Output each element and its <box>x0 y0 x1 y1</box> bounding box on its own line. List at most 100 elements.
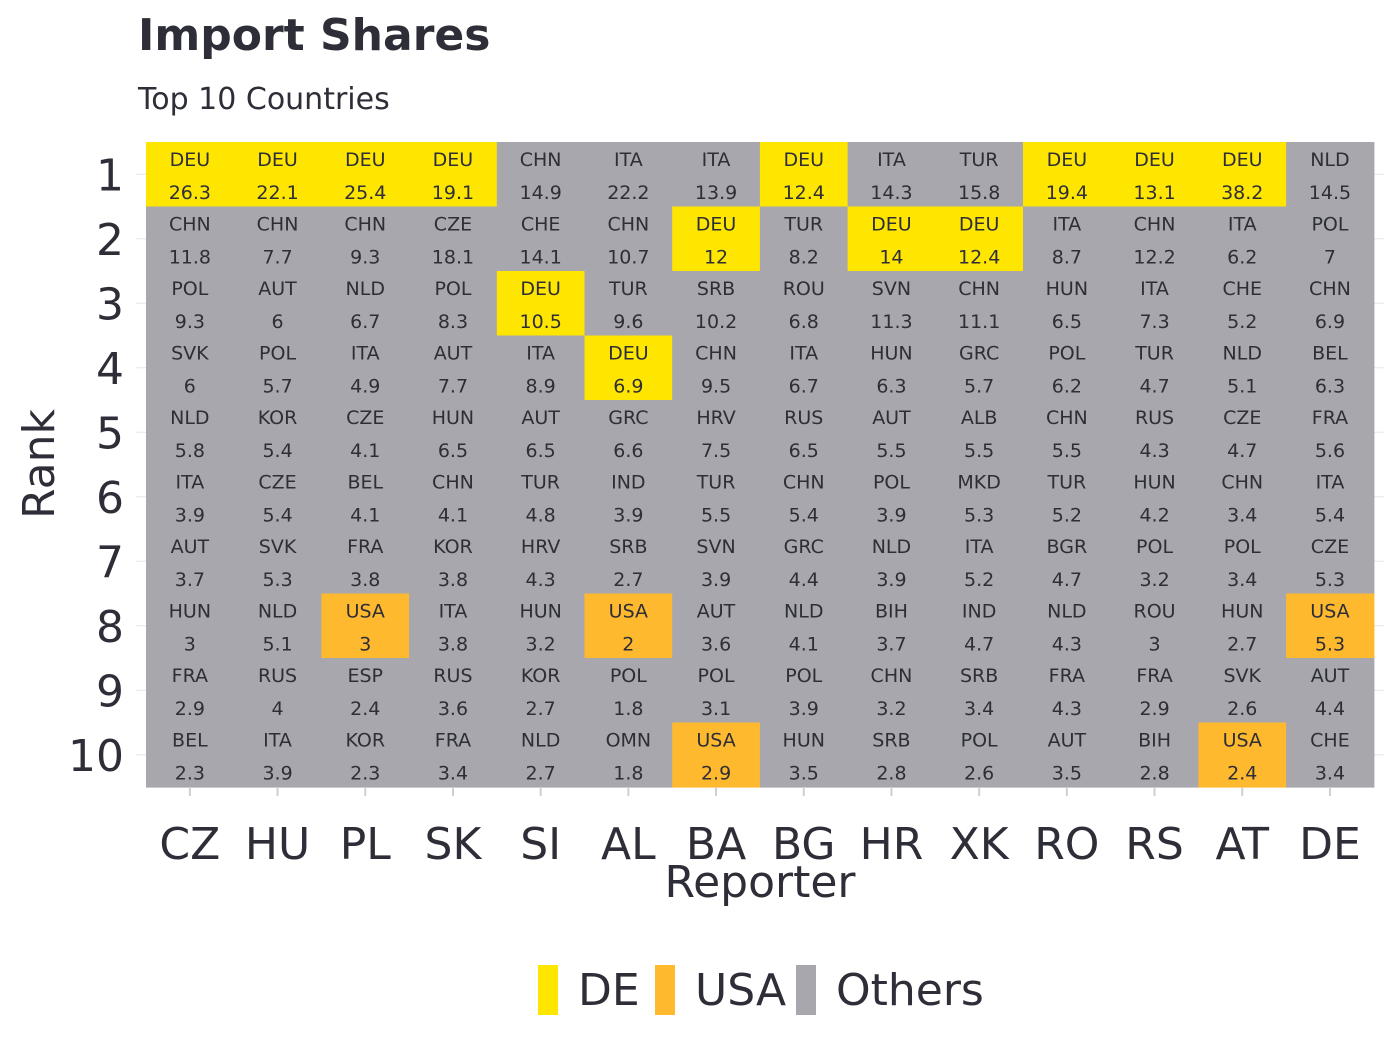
heatmap-cell <box>146 400 235 466</box>
heatmap-cell <box>935 658 1024 724</box>
cell-value-label: 3.8 <box>438 569 468 591</box>
cell-value-label: 10.7 <box>607 247 649 269</box>
cell-value-label: 3 <box>1149 634 1161 656</box>
cell-partner-label: SVK <box>171 343 209 365</box>
cell-value-label: 5.2 <box>1052 505 1082 527</box>
cell-value-label: 14.9 <box>519 182 561 204</box>
heatmap-cell <box>1110 206 1199 272</box>
cell-partner-label: HUN <box>1221 601 1263 623</box>
heatmap-cell <box>1198 400 1287 466</box>
x-tick-label: AT <box>1215 819 1269 870</box>
heatmap-cell <box>759 529 849 595</box>
heatmap-cell <box>321 335 410 401</box>
cell-partner-label: POL <box>785 665 822 687</box>
heatmap-cell <box>409 206 498 272</box>
x-tick-label: BA <box>686 819 746 870</box>
cell-partner-label: KOR <box>345 730 385 752</box>
cell-value-label: 4.3 <box>1052 698 1082 720</box>
cell-value-label: 6.5 <box>526 440 556 462</box>
cell-value-label: 8.3 <box>438 311 468 333</box>
heatmap-cell <box>672 142 761 208</box>
heatmap-cell <box>1286 271 1375 337</box>
heatmap-cell <box>1286 722 1375 788</box>
cell-value-label: 2.4 <box>350 698 380 720</box>
cell-value-label: 6.7 <box>789 376 819 398</box>
heatmap-cell <box>935 400 1024 466</box>
cell-partner-label: HRV <box>696 407 735 429</box>
cell-partner-label: CHN <box>695 343 737 365</box>
cell-value-label: 1.8 <box>613 763 643 785</box>
heatmap-cell <box>672 206 761 272</box>
cell-partner-label: CHN <box>344 214 386 236</box>
heatmap-cell <box>584 529 673 595</box>
heatmap-cell <box>847 464 936 530</box>
heatmap-cell <box>584 271 673 337</box>
cell-partner-label: FRA <box>1049 665 1085 687</box>
cell-value-label: 4.9 <box>350 376 380 398</box>
heatmap-cell <box>233 593 322 659</box>
x-tick-label: SI <box>520 819 561 870</box>
chart-subtitle: Top 10 Countries <box>138 82 390 117</box>
cell-partner-label: KOR <box>433 536 473 558</box>
heatmap-cell <box>584 400 673 466</box>
cell-partner-label: RUS <box>433 665 472 687</box>
x-tick-label: PL <box>340 819 392 870</box>
x-tick-label: RO <box>1034 819 1099 870</box>
cell-value-label: 3.1 <box>701 698 731 720</box>
cell-value-label: 2.9 <box>1139 698 1169 720</box>
heatmap-cell <box>496 335 586 401</box>
heatmap-cell <box>1110 335 1199 401</box>
heatmap-chart: DEU26.3DEU22.1DEU25.4DEU19.1CHN14.9ITA22… <box>14 142 1384 908</box>
cell-value-label: 6.5 <box>789 440 819 462</box>
heatmap-cell <box>672 529 761 595</box>
cell-value-label: 2.4 <box>1227 763 1257 785</box>
cell-value-label: 4 <box>272 698 284 720</box>
heatmap-cell <box>584 658 673 724</box>
cell-partner-label: SVK <box>1223 665 1261 687</box>
heatmap-cell <box>1023 529 1112 595</box>
cell-partner-label: CHN <box>257 214 299 236</box>
cell-partner-label: SRB <box>609 536 647 558</box>
cell-partner-label: POL <box>434 278 471 300</box>
cell-partner-label: SRB <box>872 730 910 752</box>
heatmap-cell <box>759 142 849 208</box>
cell-value-label: 3.4 <box>964 698 994 720</box>
heatmap-cell <box>409 271 498 337</box>
cell-value-label: 5.4 <box>1315 505 1345 527</box>
cell-value-label: 6.8 <box>789 311 819 333</box>
cell-partner-label: ITA <box>1316 472 1345 494</box>
cell-partner-label: CHE <box>521 214 561 236</box>
heatmap-cell <box>1110 464 1199 530</box>
cell-partner-label: HRV <box>521 536 560 558</box>
cell-value-label: 3.8 <box>438 634 468 656</box>
cell-partner-label: DEU <box>1222 149 1263 171</box>
cell-partner-label: POL <box>1311 214 1348 236</box>
cell-partner-label: AUT <box>1048 730 1087 752</box>
cell-value-label: 8.2 <box>789 247 819 269</box>
heatmap-cell <box>847 335 936 401</box>
x-axis-label: Reporter <box>664 857 856 908</box>
heatmap-cell <box>1110 722 1199 788</box>
cell-value-label: 25.4 <box>344 182 386 204</box>
x-tick-label: BG <box>772 819 836 870</box>
cell-partner-label: NLD <box>258 601 297 623</box>
cell-partner-label: TUR <box>959 149 999 171</box>
cell-partner-label: TUR <box>608 278 648 300</box>
cell-partner-label: DEU <box>871 214 912 236</box>
heatmap-cell <box>1110 593 1199 659</box>
cell-partner-label: NLD <box>1310 149 1349 171</box>
heatmap-cell <box>1286 593 1375 659</box>
cell-partner-label: SVN <box>872 278 911 300</box>
heatmap-cell <box>935 142 1024 208</box>
cell-partner-label: DEU <box>345 149 386 171</box>
cell-partner-label: DEU <box>1047 149 1088 171</box>
cell-partner-label: POL <box>610 665 647 687</box>
heatmap-cell <box>496 658 586 724</box>
cell-value-label: 6.6 <box>613 440 643 462</box>
cell-partner-label: ITA <box>439 601 468 623</box>
heatmap-cell <box>935 206 1024 272</box>
heatmap-cell <box>1198 271 1287 337</box>
cell-partner-label: CHN <box>871 665 913 687</box>
cell-partner-label: DEU <box>520 278 561 300</box>
cell-partner-label: BEL <box>347 472 383 494</box>
